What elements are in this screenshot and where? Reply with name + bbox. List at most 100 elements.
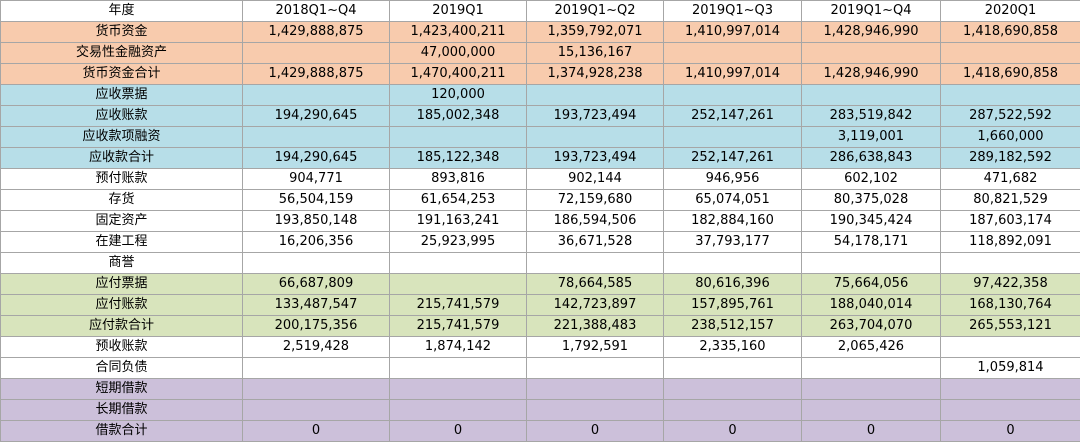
value-cell[interactable] [390, 274, 527, 295]
row-label-cell[interactable]: 应收票据 [1, 85, 243, 106]
row-label-cell[interactable]: 存货 [1, 190, 243, 211]
value-cell[interactable]: 286,638,843 [802, 148, 941, 169]
row-label-cell[interactable]: 交易性金融资产 [1, 43, 243, 64]
header-period-cell[interactable]: 2019Q1 [390, 1, 527, 22]
row-label-cell[interactable]: 预收账款 [1, 337, 243, 358]
value-cell[interactable]: 61,654,253 [390, 190, 527, 211]
value-cell[interactable] [390, 127, 527, 148]
value-cell[interactable]: 193,723,494 [527, 148, 664, 169]
value-cell[interactable] [527, 127, 664, 148]
value-cell[interactable] [390, 358, 527, 379]
value-cell[interactable] [243, 379, 390, 400]
value-cell[interactable]: 289,182,592 [941, 148, 1080, 169]
value-cell[interactable] [527, 85, 664, 106]
value-cell[interactable]: 265,553,121 [941, 316, 1080, 337]
value-cell[interactable]: 37,793,177 [664, 232, 802, 253]
value-cell[interactable]: 15,136,167 [527, 43, 664, 64]
value-cell[interactable]: 215,741,579 [390, 316, 527, 337]
value-cell[interactable]: 1,359,792,071 [527, 22, 664, 43]
value-cell[interactable]: 188,040,014 [802, 295, 941, 316]
value-cell[interactable]: 193,723,494 [527, 106, 664, 127]
value-cell[interactable]: 238,512,157 [664, 316, 802, 337]
value-cell[interactable]: 187,603,174 [941, 211, 1080, 232]
header-period-cell[interactable]: 2018Q1~Q4 [243, 1, 390, 22]
value-cell[interactable]: 252,147,261 [664, 148, 802, 169]
row-label-cell[interactable]: 应收款合计 [1, 148, 243, 169]
value-cell[interactable] [802, 253, 941, 274]
value-cell[interactable]: 186,594,506 [527, 211, 664, 232]
value-cell[interactable] [802, 358, 941, 379]
value-cell[interactable]: 1,792,591 [527, 337, 664, 358]
value-cell[interactable]: 283,519,842 [802, 106, 941, 127]
value-cell[interactable]: 16,206,356 [243, 232, 390, 253]
value-cell[interactable] [243, 253, 390, 274]
value-cell[interactable]: 191,163,241 [390, 211, 527, 232]
value-cell[interactable]: 193,850,148 [243, 211, 390, 232]
value-cell[interactable] [664, 253, 802, 274]
value-cell[interactable]: 1,410,997,014 [664, 64, 802, 85]
value-cell[interactable] [390, 400, 527, 421]
row-label-cell[interactable]: 长期借款 [1, 400, 243, 421]
value-cell[interactable] [527, 379, 664, 400]
value-cell[interactable]: 2,065,426 [802, 337, 941, 358]
value-cell[interactable] [527, 253, 664, 274]
value-cell[interactable] [527, 400, 664, 421]
value-cell[interactable] [941, 337, 1080, 358]
value-cell[interactable] [243, 400, 390, 421]
value-cell[interactable] [941, 379, 1080, 400]
header-label-cell[interactable]: 年度 [1, 1, 243, 22]
value-cell[interactable]: 1,428,946,990 [802, 22, 941, 43]
value-cell[interactable]: 80,821,529 [941, 190, 1080, 211]
value-cell[interactable]: 75,664,056 [802, 274, 941, 295]
value-cell[interactable]: 1,418,690,858 [941, 64, 1080, 85]
value-cell[interactable] [243, 43, 390, 64]
row-label-cell[interactable]: 应付账款 [1, 295, 243, 316]
value-cell[interactable]: 2,519,428 [243, 337, 390, 358]
value-cell[interactable]: 221,388,483 [527, 316, 664, 337]
value-cell[interactable] [941, 43, 1080, 64]
value-cell[interactable]: 471,682 [941, 169, 1080, 190]
value-cell[interactable] [664, 85, 802, 106]
value-cell[interactable] [802, 400, 941, 421]
value-cell[interactable]: 1,059,814 [941, 358, 1080, 379]
header-period-cell[interactable]: 2019Q1~Q4 [802, 1, 941, 22]
value-cell[interactable]: 97,422,358 [941, 274, 1080, 295]
row-label-cell[interactable]: 应付票据 [1, 274, 243, 295]
row-label-cell[interactable]: 货币资金 [1, 22, 243, 43]
value-cell[interactable]: 36,671,528 [527, 232, 664, 253]
value-cell[interactable] [941, 253, 1080, 274]
value-cell[interactable]: 1,429,888,875 [243, 22, 390, 43]
row-label-cell[interactable]: 固定资产 [1, 211, 243, 232]
row-label-cell[interactable]: 短期借款 [1, 379, 243, 400]
value-cell[interactable]: 194,290,645 [243, 106, 390, 127]
value-cell[interactable]: 1,470,400,211 [390, 64, 527, 85]
row-label-cell[interactable]: 应收账款 [1, 106, 243, 127]
value-cell[interactable]: 2,335,160 [664, 337, 802, 358]
header-period-cell[interactable]: 2019Q1~Q2 [527, 1, 664, 22]
value-cell[interactable]: 1,874,142 [390, 337, 527, 358]
value-cell[interactable] [390, 379, 527, 400]
value-cell[interactable]: 263,704,070 [802, 316, 941, 337]
value-cell[interactable] [664, 379, 802, 400]
value-cell[interactable]: 25,923,995 [390, 232, 527, 253]
value-cell[interactable]: 902,144 [527, 169, 664, 190]
value-cell[interactable] [802, 85, 941, 106]
value-cell[interactable]: 1,428,946,990 [802, 64, 941, 85]
header-period-cell[interactable]: 2020Q1 [941, 1, 1080, 22]
value-cell[interactable] [941, 85, 1080, 106]
value-cell[interactable]: 946,956 [664, 169, 802, 190]
value-cell[interactable] [527, 358, 664, 379]
value-cell[interactable] [390, 253, 527, 274]
row-label-cell[interactable]: 货币资金合计 [1, 64, 243, 85]
value-cell[interactable]: 1,374,928,238 [527, 64, 664, 85]
value-cell[interactable]: 78,664,585 [527, 274, 664, 295]
row-label-cell[interactable]: 商誉 [1, 253, 243, 274]
value-cell[interactable]: 80,375,028 [802, 190, 941, 211]
value-cell[interactable] [802, 43, 941, 64]
value-cell[interactable]: 133,487,547 [243, 295, 390, 316]
value-cell[interactable]: 194,290,645 [243, 148, 390, 169]
value-cell[interactable]: 120,000 [390, 85, 527, 106]
value-cell[interactable] [243, 85, 390, 106]
value-cell[interactable] [941, 400, 1080, 421]
value-cell[interactable]: 54,178,171 [802, 232, 941, 253]
